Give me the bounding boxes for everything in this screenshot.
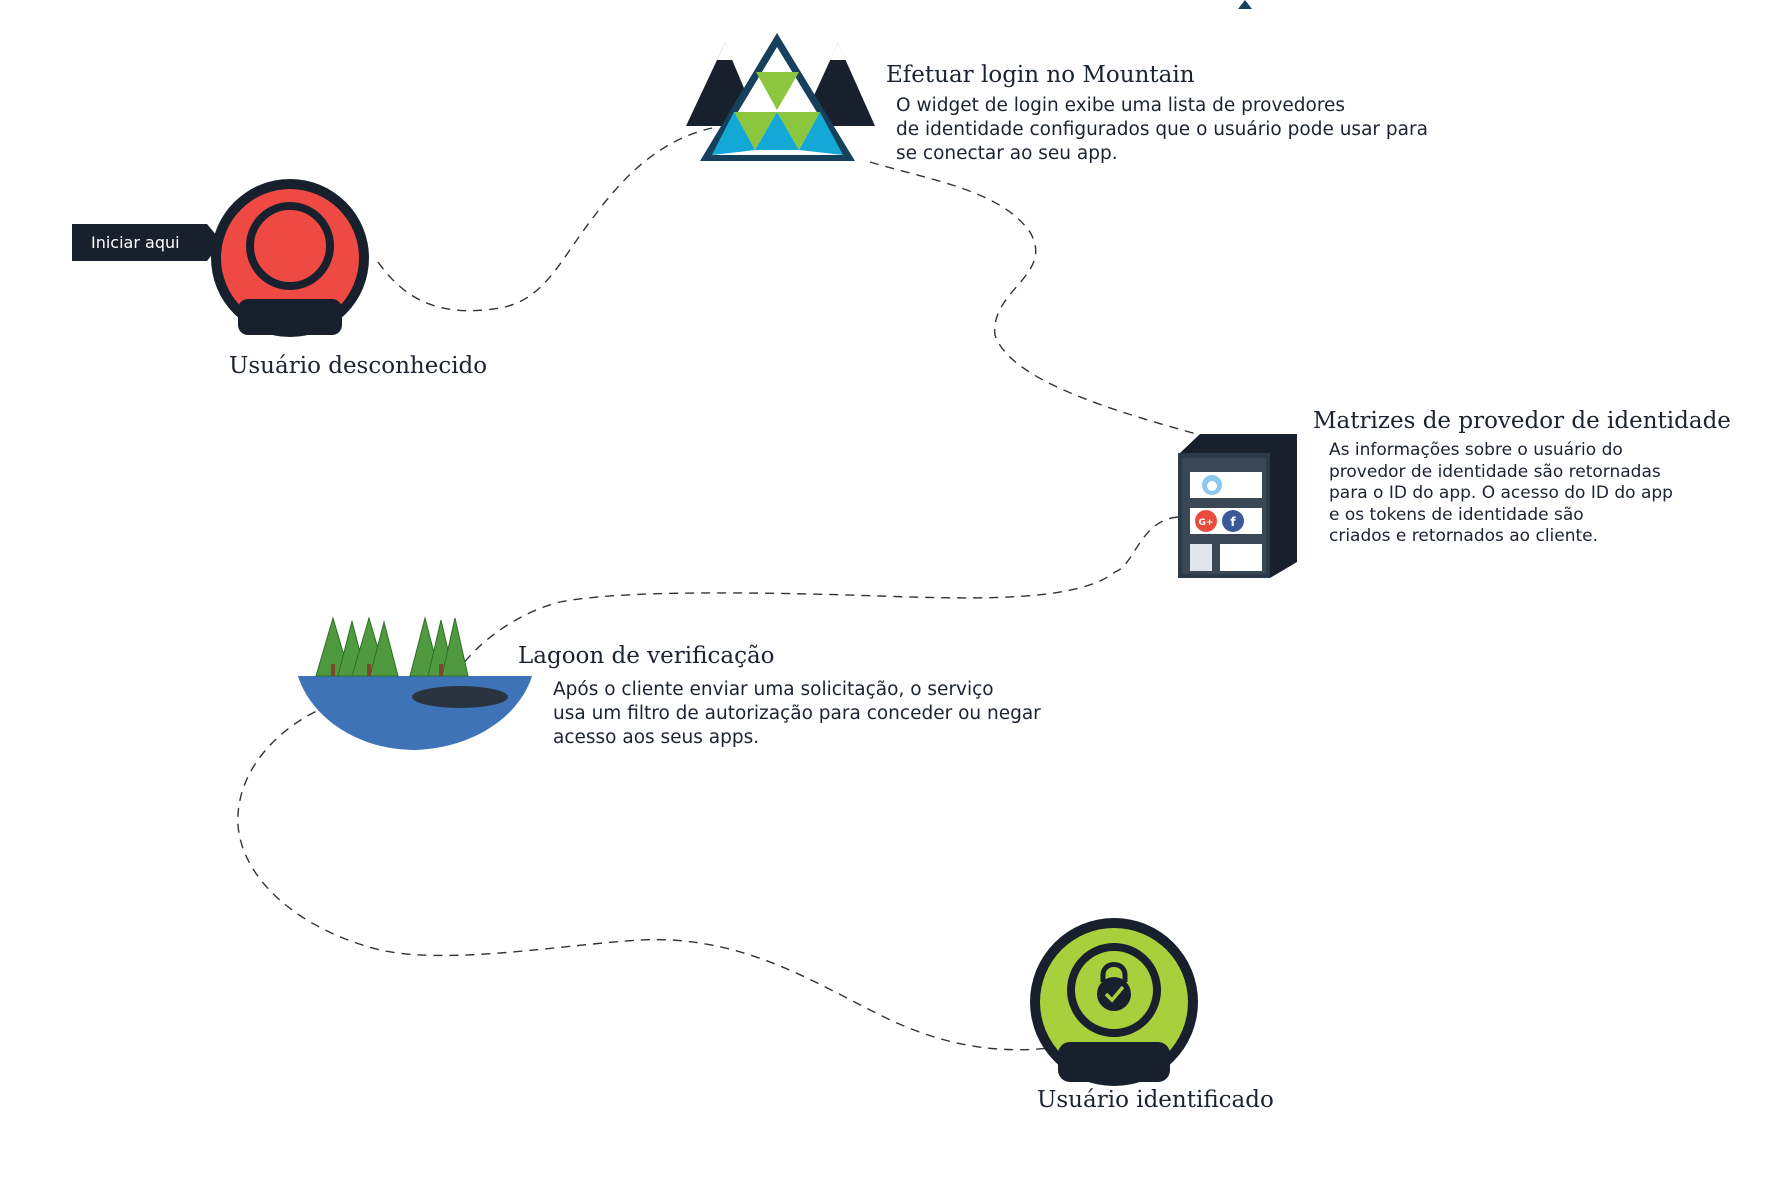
login-title: Efetuar login no Mountain [886,62,1195,88]
identity-provider-server-icon: G+ f [1178,434,1297,578]
unknown-user-title: Usuário desconhecido [229,353,488,379]
start-badge-pointer [207,224,222,261]
svg-text:G+: G+ [1199,518,1214,528]
start-here-badge[interactable]: Iniciar aqui [72,224,207,261]
login-description: O widget de login exibe uma lista de pro… [896,95,1428,164]
svg-text:f: f [1230,515,1236,529]
lagoon-title: Lagoon de verificação [518,643,775,669]
lagoon-island-icon [298,616,532,750]
facebook-icon [1222,510,1244,532]
top-marker-icon [1238,0,1252,9]
mountain-triangle-icon [686,33,875,161]
identified-user-title: Usuário identificado [1037,1087,1274,1113]
provider-description: As informações sobre o usuário do proved… [1329,440,1673,546]
provider-title: Matrizes de provedor de identidade [1313,408,1731,434]
google-plus-icon [1195,510,1217,532]
red-user-circle-icon [211,179,369,337]
lagoon-description: Após o cliente enviar uma solicitação, o… [553,679,1041,748]
green-user-lock-icon [1030,918,1198,1086]
journey-path [237,127,1201,1051]
